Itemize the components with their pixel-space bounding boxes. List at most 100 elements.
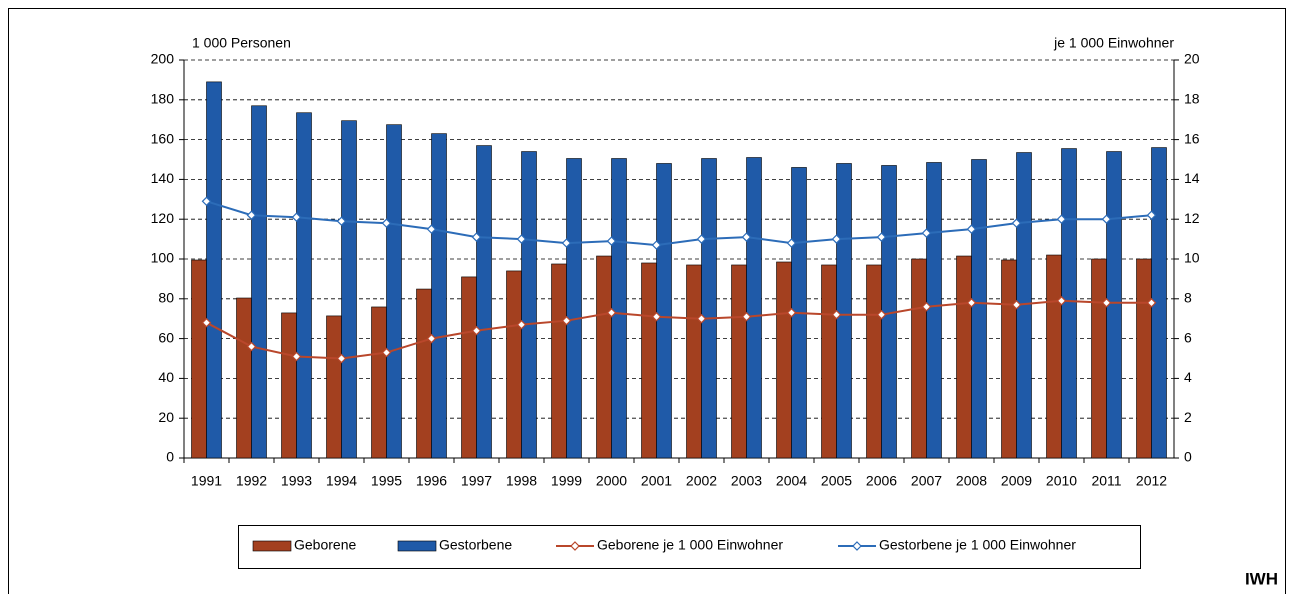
y-tick-label: 100 (151, 250, 175, 266)
marker (786, 238, 797, 248)
marker (1146, 297, 1157, 308)
x-tick-label: 2012 (1136, 473, 1167, 489)
y-tick-label: 160 (151, 130, 175, 146)
x-tick-label: 2009 (1001, 473, 1032, 489)
x-tick-label: 1995 (371, 473, 402, 489)
x-tick-label: 1996 (416, 473, 447, 489)
marker (1011, 299, 1022, 310)
x-tick-label: 1994 (326, 473, 357, 489)
marker (741, 232, 752, 242)
marker (696, 234, 707, 244)
bar (956, 255, 972, 459)
y2-tick-label: 20 (1184, 51, 1200, 67)
frame (8, 8, 1286, 594)
bar (206, 81, 222, 459)
y-tick-label: 40 (158, 369, 174, 385)
bar (371, 306, 387, 459)
x-tick-label: 2007 (911, 473, 942, 489)
bar (1136, 258, 1152, 459)
marker (1146, 210, 1157, 221)
y2-tick-label: 10 (1184, 250, 1200, 266)
bar (746, 157, 762, 459)
bar (821, 264, 837, 459)
x-tick-label: 2000 (596, 473, 627, 489)
y2-tick-label: 6 (1184, 329, 1192, 345)
bar (296, 112, 312, 459)
bar (521, 151, 537, 459)
bar (1091, 258, 1107, 459)
y2-tick-label: 14 (1184, 170, 1200, 186)
marker (966, 297, 977, 308)
bar (866, 264, 882, 459)
y2-tick-label: 0 (1184, 449, 1192, 465)
marker (651, 311, 662, 322)
marker (246, 210, 257, 221)
marker (336, 353, 347, 364)
bar (971, 159, 987, 459)
x-tick-label: 1997 (461, 473, 492, 489)
marker (516, 234, 527, 244)
credit: IWH (1245, 569, 1278, 588)
x-tick-label: 1999 (551, 473, 582, 489)
marker (471, 232, 482, 242)
bar (911, 258, 927, 459)
line (206, 200, 1152, 247)
marker (1011, 218, 1022, 229)
bar (701, 158, 717, 459)
y-tick-label: 0 (166, 449, 174, 465)
marker (966, 224, 977, 234)
marker (1056, 295, 1067, 306)
y2-tick-label: 18 (1184, 91, 1200, 107)
x-tick-label: 2001 (641, 473, 672, 489)
marker (246, 341, 257, 352)
marker (1056, 214, 1067, 225)
marker (876, 309, 887, 320)
x-tick-label: 2003 (731, 473, 762, 489)
bar (461, 276, 477, 459)
legend-swatch (397, 540, 437, 552)
marker (921, 301, 932, 312)
y-tick-label: 60 (158, 329, 174, 345)
bar (656, 163, 672, 459)
bar (566, 158, 582, 459)
bar (926, 162, 942, 459)
legend-marker (570, 541, 580, 551)
line (206, 299, 1152, 360)
marker (606, 236, 617, 246)
legend-label: Geborene (294, 537, 356, 553)
marker (606, 307, 617, 318)
x-tick-label: 2008 (956, 473, 987, 489)
bar (731, 264, 747, 459)
marker (831, 309, 842, 320)
marker (201, 196, 212, 207)
x-tick-label: 2005 (821, 473, 852, 489)
marker (201, 317, 212, 328)
marker (561, 315, 572, 326)
bar (416, 288, 432, 459)
y-tick-label: 200 (151, 51, 175, 67)
marker (741, 311, 752, 322)
y2-tick-label: 2 (1184, 409, 1192, 425)
bar (641, 262, 657, 459)
marker (921, 228, 932, 238)
y2-axis-label: je 1 000 Einwohner (1053, 35, 1174, 51)
y-tick-label: 140 (151, 170, 175, 186)
bar (1001, 259, 1017, 459)
bar (836, 163, 852, 459)
marker (1101, 297, 1112, 308)
x-tick-label: 2006 (866, 473, 897, 489)
marker (651, 240, 662, 250)
y-tick-label: 180 (151, 91, 175, 107)
marker (831, 234, 842, 244)
x-tick-label: 2004 (776, 473, 807, 489)
bar (386, 124, 402, 459)
marker (471, 325, 482, 336)
bar (281, 312, 297, 459)
marker (876, 232, 887, 242)
marker (786, 307, 797, 318)
x-tick-label: 2010 (1046, 473, 1077, 489)
bar (551, 263, 567, 459)
marker (561, 238, 572, 248)
y2-tick-label: 4 (1184, 369, 1192, 385)
marker (336, 216, 347, 227)
